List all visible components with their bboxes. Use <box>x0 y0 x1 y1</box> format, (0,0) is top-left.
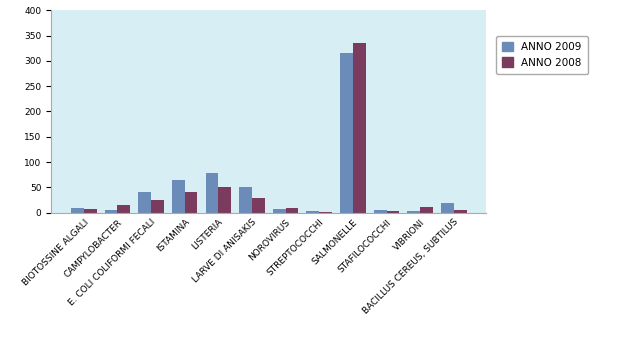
Bar <box>374 210 387 213</box>
Bar <box>185 192 198 213</box>
Bar <box>273 209 285 213</box>
Bar <box>172 180 185 213</box>
Bar <box>307 211 319 213</box>
Legend: ANNO 2009, ANNO 2008: ANNO 2009, ANNO 2008 <box>496 36 588 74</box>
Bar <box>71 208 84 213</box>
Bar <box>319 212 332 213</box>
Bar <box>205 173 218 213</box>
Bar <box>218 187 231 213</box>
Bar <box>441 202 454 213</box>
Bar <box>239 187 252 213</box>
Bar <box>387 211 399 213</box>
Bar <box>408 211 420 213</box>
Bar <box>420 206 433 213</box>
Bar <box>353 43 365 213</box>
Bar <box>151 200 164 213</box>
Bar <box>117 205 130 213</box>
Bar <box>138 192 151 213</box>
Bar <box>454 210 467 213</box>
Bar <box>285 208 298 213</box>
Bar <box>104 210 117 213</box>
Bar <box>340 53 353 213</box>
Bar <box>252 199 265 213</box>
Bar <box>84 209 97 213</box>
